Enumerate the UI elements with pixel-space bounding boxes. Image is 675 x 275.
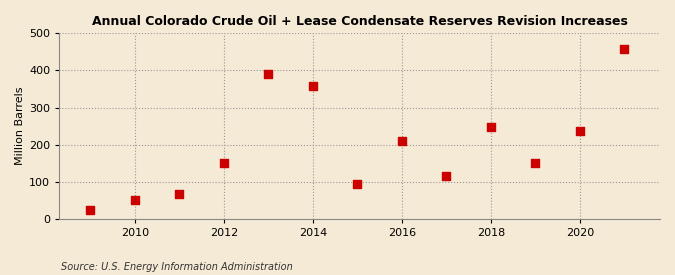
Point (574, 128, 585, 133)
Point (85, 208, 96, 212)
Point (130, 198, 140, 203)
Title: Annual Colorado Crude Oil + Lease Condensate Reserves Revision Increases: Annual Colorado Crude Oil + Lease Conden… (92, 15, 628, 28)
Y-axis label: Million Barrels: Million Barrels (15, 87, 25, 165)
Point (308, 84, 319, 89)
Point (396, 139, 407, 143)
Point (352, 182, 363, 187)
Point (530, 161, 541, 166)
Point (263, 72, 274, 76)
Point (441, 174, 452, 178)
Point (619, 47, 630, 51)
Point (219, 161, 230, 166)
Text: Source: U.S. Energy Information Administration: Source: U.S. Energy Information Administ… (61, 262, 292, 272)
Point (174, 191, 185, 196)
Point (485, 124, 496, 129)
